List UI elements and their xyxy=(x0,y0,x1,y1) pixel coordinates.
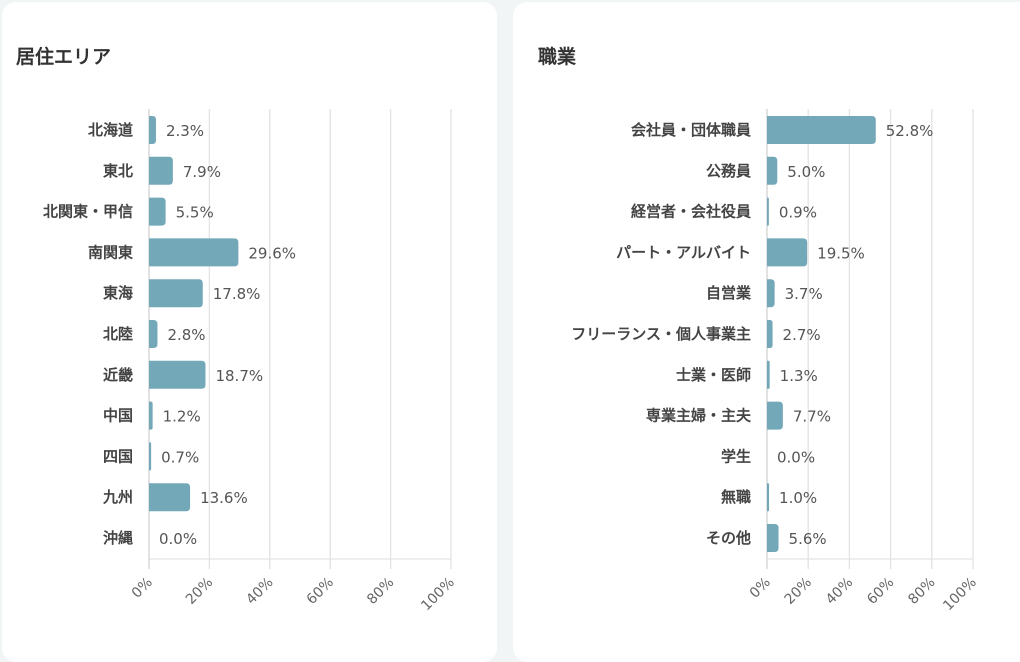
value-label: 19.5% xyxy=(817,244,865,262)
chart-title: 職業 xyxy=(538,46,577,68)
bar xyxy=(767,197,769,226)
value-label: 3.7% xyxy=(785,285,823,303)
value-label: 1.2% xyxy=(163,408,201,426)
value-label: 5.5% xyxy=(176,204,214,222)
x-tick-label: 60% xyxy=(304,575,337,608)
category-label: 専業主婦・主夫 xyxy=(646,407,752,425)
value-label: 17.8% xyxy=(213,285,261,303)
category-label: 北関東・甲信 xyxy=(43,203,133,221)
x-tick-label: 80% xyxy=(905,575,938,608)
value-label: 1.0% xyxy=(779,489,817,507)
x-tick-label: 60% xyxy=(864,575,897,608)
category-label: その他 xyxy=(706,529,751,547)
value-label: 2.3% xyxy=(166,122,204,140)
bar xyxy=(767,360,770,389)
value-label: 18.7% xyxy=(215,367,263,385)
bar xyxy=(767,524,779,552)
category-label: 公務員 xyxy=(706,162,751,180)
bar xyxy=(149,116,156,144)
category-label: 東北 xyxy=(103,162,133,180)
value-label: 0.0% xyxy=(159,530,197,548)
category-label: 自営業 xyxy=(706,284,752,302)
bar xyxy=(767,401,783,430)
category-label: 士業・医師 xyxy=(676,366,751,384)
bar xyxy=(149,401,153,430)
x-tick-label: 0% xyxy=(747,575,774,602)
bar xyxy=(149,360,206,389)
chart-title: 居住エリア xyxy=(16,46,112,68)
value-label: 7.7% xyxy=(793,408,831,426)
value-label: 7.9% xyxy=(183,163,221,181)
bar xyxy=(767,483,770,512)
category-label: 南関東 xyxy=(88,243,133,261)
category-label: フリーランス・個人事業主 xyxy=(571,325,751,343)
bar xyxy=(767,320,773,348)
occupation-chart: 0% 20% 40% 60% 80% 100% 会社員・団体職員 52.8% 公務員 5.0% 経営… xyxy=(571,109,980,615)
category-label: 会社員・団体職員 xyxy=(631,121,751,139)
category-label: 無職 xyxy=(721,488,751,506)
category-label: 北海道 xyxy=(88,121,133,139)
category-label: 東海 xyxy=(103,284,133,302)
bar xyxy=(149,238,239,267)
value-label: 5.6% xyxy=(789,530,827,548)
bar xyxy=(149,442,152,471)
bar xyxy=(149,156,173,185)
x-tick-label: 40% xyxy=(823,575,856,608)
value-label: 52.8% xyxy=(886,122,934,140)
value-label: 5.0% xyxy=(787,163,825,181)
category-label: 近畿 xyxy=(103,366,133,384)
x-tick-label: 100% xyxy=(418,575,458,615)
value-label: 0.9% xyxy=(779,204,817,222)
bar xyxy=(767,156,778,185)
bar xyxy=(767,238,808,267)
x-tick-label: 0% xyxy=(129,575,156,602)
value-label: 0.0% xyxy=(777,448,815,466)
bar xyxy=(149,320,158,348)
category-label: 北陸 xyxy=(103,325,133,343)
value-label: 13.6% xyxy=(200,489,248,507)
category-label: 四国 xyxy=(103,447,133,465)
value-label: 29.6% xyxy=(248,244,296,262)
category-label: 九州 xyxy=(102,488,133,506)
bar xyxy=(149,197,166,226)
category-label: 学生 xyxy=(721,447,751,465)
value-label: 1.3% xyxy=(780,367,818,385)
x-tick-label: 40% xyxy=(243,575,276,608)
bar xyxy=(149,279,203,308)
value-label: 2.8% xyxy=(167,326,205,344)
occupation-card: 職業 0% 20% 40% 60% 80% 100% 会社員・団体職員 52.8% 公務員 5.0… xyxy=(513,2,1020,662)
x-tick-label: 100% xyxy=(940,575,980,615)
bar xyxy=(767,279,775,308)
category-label: 沖縄 xyxy=(103,529,133,547)
value-label: 0.7% xyxy=(161,448,199,466)
value-label: 2.7% xyxy=(783,326,821,344)
x-tick-label: 20% xyxy=(782,575,815,608)
residence-area-card: 居住エリア 0% 20% 40% 60% 80% 100% 北海道 2.3% 東北 7.9% 北関東… xyxy=(2,2,497,662)
bar xyxy=(149,483,191,512)
residence-area-chart: 0% 20% 40% 60% 80% 100% 北海道 2.3% 東北 7.9% 北関東・甲信 5.5… xyxy=(43,109,458,615)
category-label: 中国 xyxy=(103,407,133,425)
bar xyxy=(767,116,876,144)
category-label: 経営者・会社役員 xyxy=(631,203,751,221)
x-tick-label: 20% xyxy=(183,575,216,608)
x-tick-label: 80% xyxy=(364,575,397,608)
category-label: パート・アルバイト xyxy=(616,243,751,261)
